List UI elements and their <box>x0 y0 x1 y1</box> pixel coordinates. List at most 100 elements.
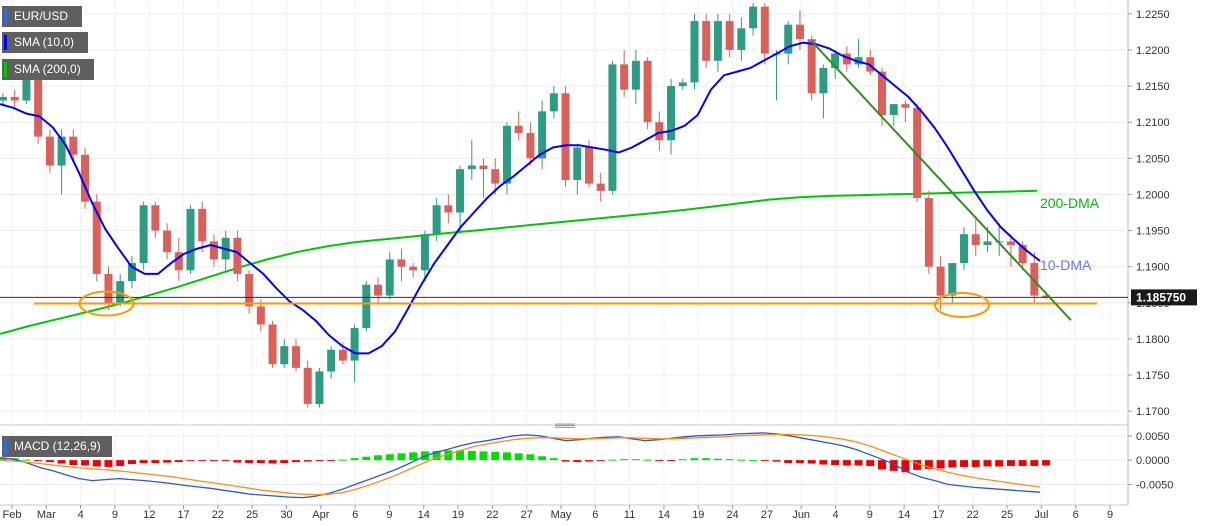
candle-body-up <box>749 6 758 29</box>
macd-histogram-bar <box>186 460 195 462</box>
candle-body-up <box>350 328 359 361</box>
candle-body-down <box>514 125 523 134</box>
macd-histogram-bar <box>362 456 371 461</box>
macd-histogram-bar <box>303 460 312 462</box>
macd-histogram-bar <box>936 460 945 469</box>
candle-body-up <box>116 281 125 303</box>
macd-histogram-bar <box>995 460 1004 467</box>
macd-histogram-bar <box>866 460 875 466</box>
time-tick-label: 14 <box>898 509 910 521</box>
macd-histogram-bar <box>971 460 980 467</box>
time-tick-label: Mar <box>37 509 56 521</box>
macd-histogram-bar <box>760 460 769 462</box>
macd-histogram-bar <box>549 458 558 461</box>
price-tick-label: 1.1950 <box>1136 226 1170 238</box>
macd-histogram-bar <box>467 450 476 461</box>
macd-line-path <box>0 432 1041 499</box>
current-price-tag-bg <box>1131 289 1197 306</box>
candle-body-down <box>338 349 347 361</box>
candle-body-down <box>924 198 933 267</box>
macd-histogram-bar <box>948 460 957 468</box>
dma200-annotation: 200-DMA <box>1040 195 1100 211</box>
macd-histogram-bar <box>327 460 336 462</box>
time-tick-label: 4 <box>832 509 838 521</box>
candle-body-down <box>1042 295 1051 298</box>
candle-body-down <box>795 24 804 40</box>
macd-histogram-bar <box>491 451 500 461</box>
candle-body-up <box>57 136 66 166</box>
macd-badge[interactable]: MACD (12,26,9) <box>2 436 112 457</box>
candle-body-up <box>608 64 617 191</box>
macd-histogram-bar <box>292 460 300 463</box>
time-tick-label: Feb <box>3 509 22 521</box>
time-tick-label: 19 <box>692 509 704 521</box>
symbol-badge[interactable]: EUR/USD <box>2 6 82 27</box>
candle-body-up <box>819 68 828 94</box>
price-tick-label: 1.2250 <box>1136 9 1170 21</box>
macd-histogram-bar <box>92 460 101 467</box>
time-tick-label: 9 <box>112 509 118 521</box>
candle-body-down <box>479 165 488 170</box>
support-circle <box>934 291 991 318</box>
overlays <box>0 40 1128 321</box>
macd-histogram-bar <box>924 460 933 469</box>
candle-body-down <box>842 53 851 65</box>
macd-histogram-bar <box>256 460 265 464</box>
time-tick-label: 22 <box>486 509 498 521</box>
price-tick-label: 1.1900 <box>1136 262 1170 274</box>
candle-body-down <box>198 208 207 242</box>
time-axis: Feb Mar 4 9 12 17 22 25 30 Apr 6 9 14 19 22 27 May 6 11 14 1… <box>3 505 1113 521</box>
macd-histogram-bar <box>221 460 230 462</box>
candle-body-down <box>303 367 312 404</box>
macd-histogram-bar <box>807 460 816 464</box>
candle-body-up <box>502 125 511 184</box>
macd-histogram-bar <box>502 452 511 461</box>
candle-body-up <box>467 165 476 170</box>
candle-body-up <box>280 346 289 365</box>
macd-histogram-bar <box>889 460 898 471</box>
macd-histogram-bar <box>585 460 593 462</box>
sma200-badge[interactable]: SMA (200,0) <box>2 59 94 80</box>
sma10-badge[interactable]: SMA (10,0) <box>2 32 88 53</box>
time-tick-label: 27 <box>761 509 773 521</box>
macd-histogram-bar <box>174 460 183 463</box>
candle-body-up <box>385 259 394 296</box>
macd-histogram-bar <box>901 460 910 473</box>
price-tick-label: 1.1700 <box>1136 406 1170 418</box>
macd-tick-label: 0.0050 <box>1136 431 1170 443</box>
macd-histogram-bar <box>209 460 218 462</box>
candle-body-up <box>667 86 676 141</box>
signal-line-path <box>0 433 1041 496</box>
macd-histogram-bar <box>854 460 863 466</box>
candle-body-up <box>549 93 558 112</box>
price-axis: 1.2250 1.2200 1.2150 1.2100 1.2050 1.2000 1.19… <box>1128 9 1170 418</box>
macd-histogram-bar <box>315 460 324 462</box>
macd-histogram-bar <box>116 460 125 466</box>
macd-histogram-bar <box>713 458 722 461</box>
candle-body-up <box>538 111 547 159</box>
macd-histogram-bar <box>655 460 664 462</box>
candles <box>0 3 1051 408</box>
candle-body-up <box>573 147 582 180</box>
candle-body-down <box>807 39 816 94</box>
candle-body-down <box>34 78 43 137</box>
macd-histogram-bar <box>385 454 394 461</box>
macd-histogram-bar <box>57 460 66 464</box>
macd-histogram-bar <box>350 458 359 461</box>
candle-body-down <box>81 154 90 202</box>
current-price-tag: 1.185750 <box>1131 289 1197 306</box>
candle-body-down <box>151 205 160 231</box>
time-tick-label: 17 <box>932 509 944 521</box>
price-tick-label: 1.2050 <box>1136 153 1170 165</box>
macd-histogram-bar <box>479 451 488 461</box>
candle-body-up <box>960 234 969 264</box>
time-tick-label: 24 <box>726 509 738 521</box>
time-tick-label: Jun <box>792 509 810 521</box>
macd-histogram-bar <box>1018 460 1027 466</box>
candle-body-down <box>643 60 652 123</box>
candle-body-up <box>948 263 957 296</box>
candle-body-down <box>163 230 172 253</box>
macd-histogram-bar <box>831 460 840 465</box>
time-tick-label: 6 <box>352 509 358 521</box>
